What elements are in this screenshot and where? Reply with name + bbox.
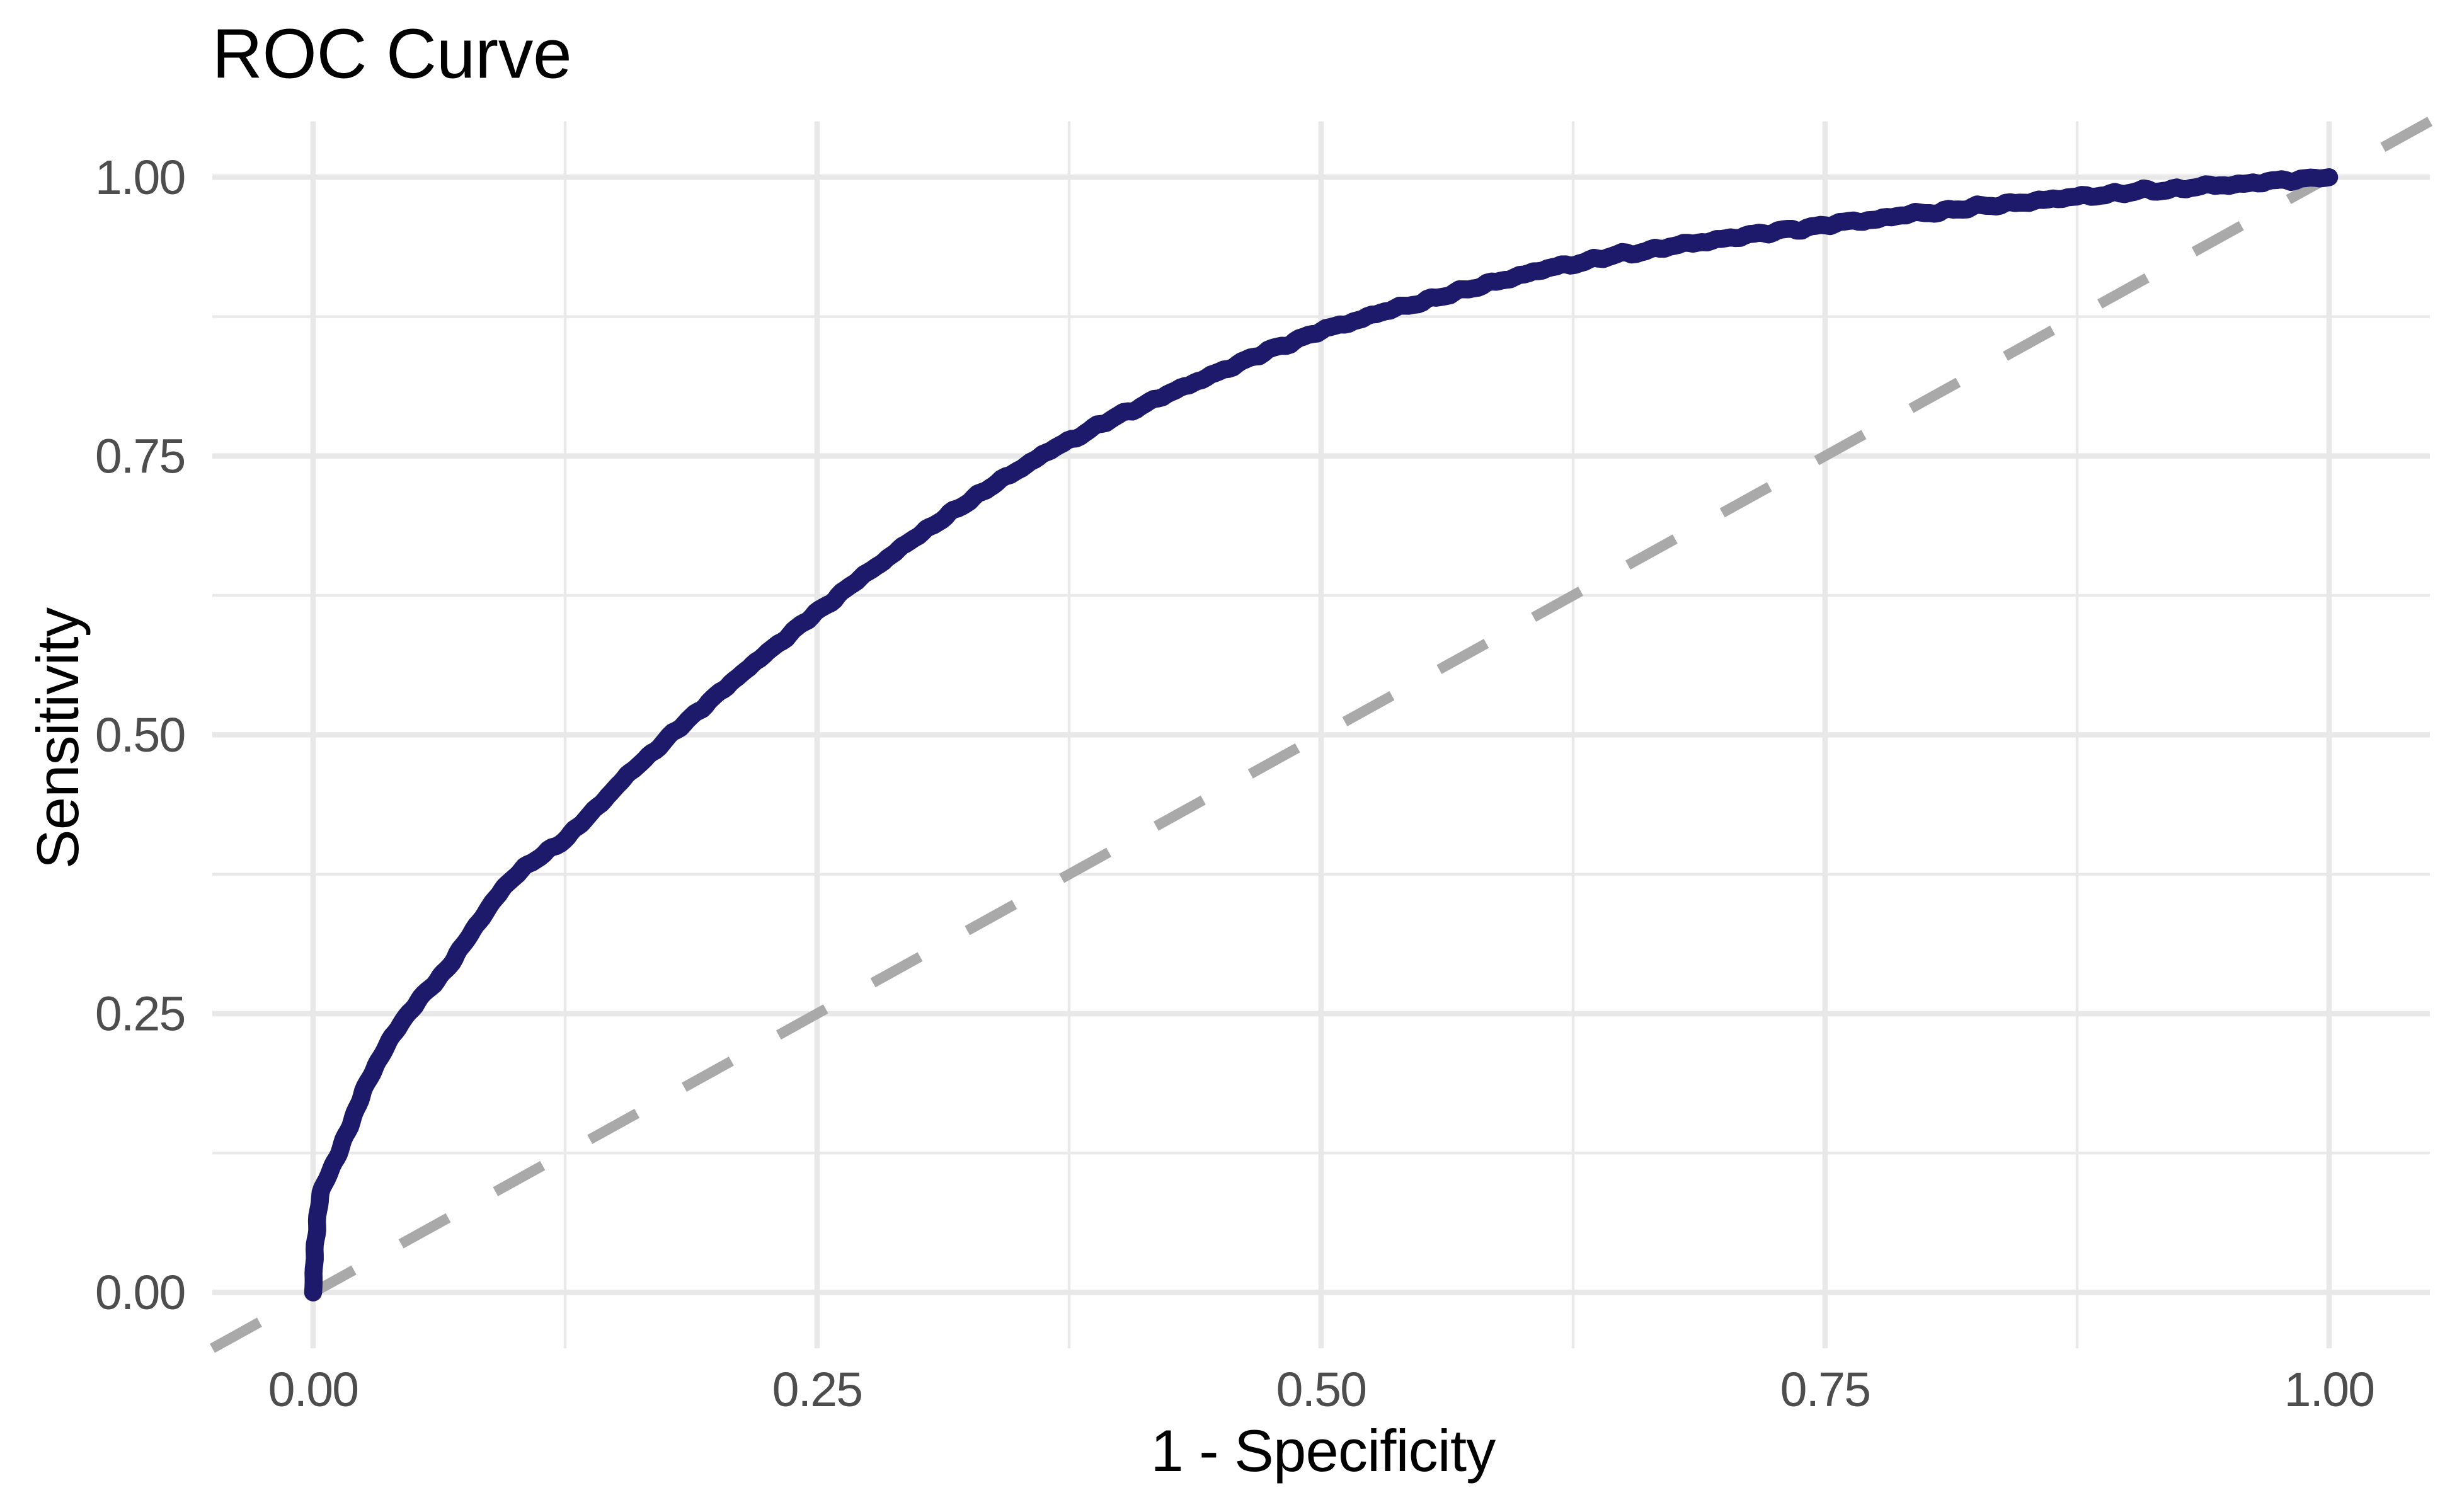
svg-text:0.25: 0.25	[772, 1363, 862, 1417]
svg-text:ROC Curve: ROC Curve	[212, 15, 572, 93]
svg-text:Sensitivity: Sensitivity	[25, 607, 91, 869]
svg-text:1.00: 1.00	[2284, 1363, 2374, 1417]
svg-text:1 - Specificity: 1 - Specificity	[1151, 1418, 1496, 1484]
svg-text:1.00: 1.00	[95, 151, 185, 205]
svg-text:0.75: 0.75	[1780, 1363, 1870, 1417]
svg-text:0.00: 0.00	[95, 1266, 185, 1320]
svg-text:0.50: 0.50	[1276, 1363, 1366, 1417]
svg-text:0.25: 0.25	[95, 987, 185, 1041]
svg-text:0.50: 0.50	[95, 708, 185, 762]
svg-text:0.75: 0.75	[95, 429, 185, 483]
svg-text:0.00: 0.00	[268, 1363, 358, 1417]
